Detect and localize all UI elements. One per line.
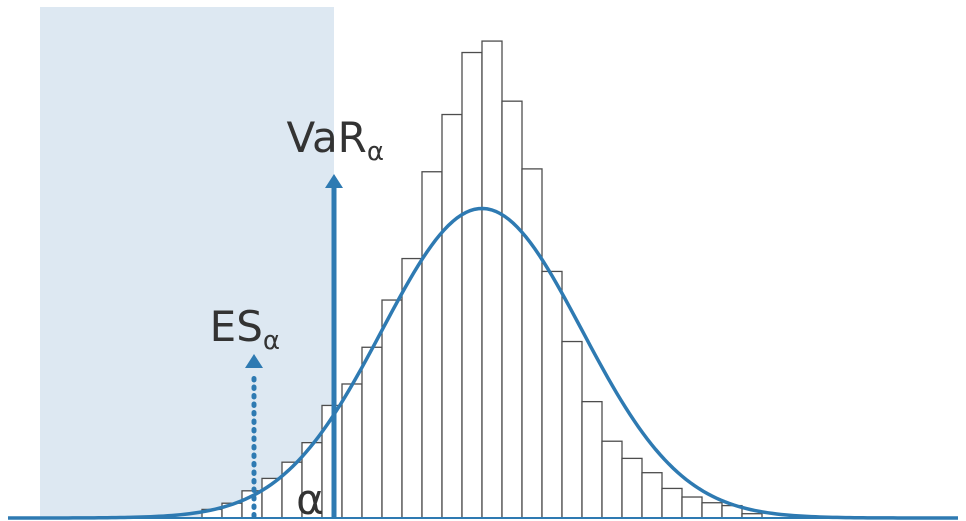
- histogram-bar: [401, 257, 423, 519]
- histogram-bar: [601, 440, 623, 519]
- histogram-bar: [341, 383, 363, 519]
- histogram-bar: [701, 502, 723, 519]
- histogram-bar: [421, 171, 443, 519]
- es-label-subscript: α: [263, 326, 280, 356]
- es-label-base: ES: [210, 302, 263, 351]
- histogram-bar: [481, 40, 503, 519]
- var-arrow-head: [325, 174, 343, 188]
- es-label: ESα: [210, 302, 280, 356]
- es-arrow-head: [245, 354, 263, 368]
- normal-curve: [7, 206, 958, 520]
- tail-shade-region: [40, 7, 334, 518]
- histogram-bar: [461, 51, 483, 519]
- histogram-bar: [561, 340, 583, 519]
- histogram-bar: [501, 100, 523, 519]
- var-label-subscript: α: [367, 137, 384, 167]
- histogram-bar: [521, 168, 543, 519]
- histogram-bar: [681, 496, 703, 519]
- histogram-bar: [541, 270, 563, 519]
- alpha-label: α: [296, 475, 324, 521]
- histogram-bar: [441, 113, 463, 519]
- var-label-base: VaR: [286, 113, 366, 162]
- histogram-bars: [201, 40, 763, 519]
- histogram-bar: [581, 400, 603, 519]
- histogram-bar: [361, 346, 383, 519]
- histogram-bar: [621, 457, 643, 519]
- histogram-bar: [641, 472, 663, 519]
- histogram-bar: [381, 299, 403, 519]
- var-label: VaRα: [286, 113, 384, 167]
- histogram-bar: [661, 487, 683, 519]
